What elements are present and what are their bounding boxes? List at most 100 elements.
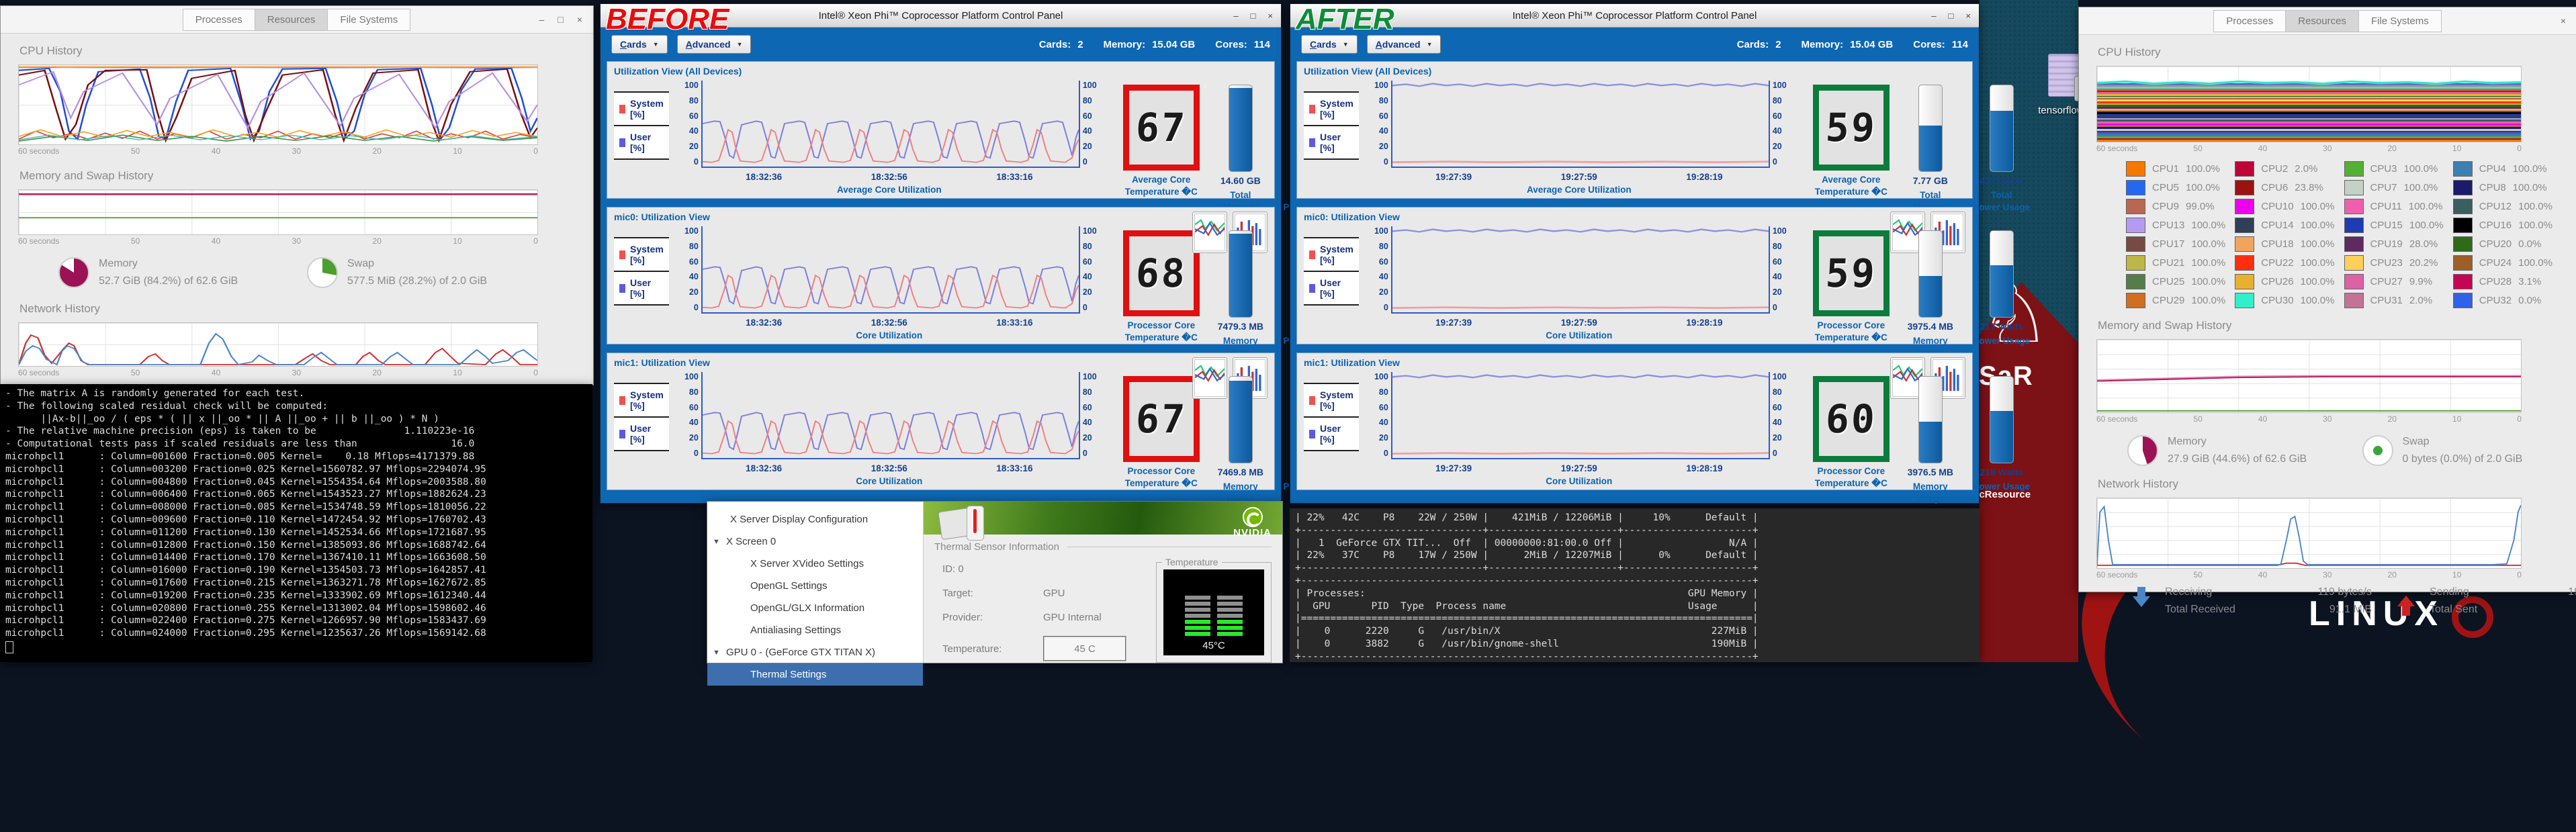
terminal-hpl-output[interactable]: - The matrix A is randomly generated for…: [0, 384, 592, 662]
cpu-band: [2097, 90, 2521, 93]
system-legend-label: System [%]: [630, 98, 664, 120]
maximize-button[interactable]: □: [558, 14, 564, 25]
tab-processes[interactable]: Processes: [182, 8, 255, 31]
temperature-gauge: 67 Processor Core Temperature �C: [1122, 376, 1200, 490]
system-legend-label: System [%]: [1320, 244, 1353, 265]
terminal-line: |=======================================…: [1295, 613, 1759, 625]
close-button[interactable]: ×: [576, 14, 582, 25]
cpu-name: CPU3: [2370, 163, 2397, 175]
power-usage-value: 218 Watts: [1980, 467, 2024, 477]
chart-caption: Core Utilization: [1546, 330, 1613, 340]
nvidia-settings-window: X Server Display Configuration ▼ X Scree…: [707, 501, 1283, 686]
terminal-line: microhpcl1 : Column=008000 Fraction=0.08…: [5, 502, 486, 513]
system-legend-swatch: [619, 396, 625, 405]
sidebar-item[interactable]: X Server XVideo Settings: [707, 553, 923, 575]
utilization-section: Utilization View (All Devices) System [%…: [607, 61, 1340, 224]
cpu-legend-item: CPU8 100.0%: [2452, 180, 2558, 195]
cpu-color-swatch: [2235, 161, 2255, 177]
cpu-percent: 100.0%: [2408, 201, 2443, 212]
expander-icon[interactable]: ▼: [713, 648, 720, 657]
terminal-line: | Processes: GPU Memory |: [1295, 588, 1759, 599]
titlebar[interactable]: Processes Resources File Systems ×: [2079, 7, 2576, 35]
tab-file-systems[interactable]: File Systems: [2358, 9, 2442, 32]
advanced-menu-button[interactable]: Advanced ▼: [676, 35, 752, 54]
total-received-label: Total Received: [2165, 604, 2235, 615]
core-utilization-chart: [701, 226, 1080, 314]
cpu-name: CPU2: [2261, 163, 2289, 175]
cpu-band: [2097, 125, 2521, 128]
minimize-button[interactable]: –: [1233, 10, 1239, 21]
advanced-menu-button[interactable]: Advanced ▼: [1366, 35, 1441, 54]
cpu-name: CPU7: [2370, 182, 2397, 193]
memory-usage-value: 7479.3 MB: [1217, 321, 1264, 332]
receiving-arrow-icon: [2123, 586, 2160, 616]
terminal-nvidia-smi[interactable]: | 22% 42C P8 22W / 250W | 421MiB / 12206…: [1290, 508, 1980, 662]
hpc-resource-desktop-label[interactable]: hpcResource: [1967, 489, 2031, 500]
cpu-legend-item: CPU21 100.0%: [2126, 255, 2231, 271]
core-utilization-chart: [701, 372, 1080, 459]
maximize-button[interactable]: □: [1250, 10, 1256, 21]
expander-icon[interactable]: ▼: [713, 537, 720, 546]
cpu-percent: 100.0%: [2300, 276, 2335, 287]
dropdown-arrow-icon: ▼: [1342, 41, 1349, 48]
core-utilization-chart: [1390, 81, 1770, 168]
tab-resources[interactable]: Resources: [2285, 9, 2359, 32]
tab-processes[interactable]: Processes: [2213, 9, 2286, 32]
network-x-axis: 60 seconds 50 40 30 20 10 0: [2096, 570, 2522, 580]
toolbar: Cards ▼ Advanced ▼ Cards: 2 Memory: 15.04 GB…: [1290, 28, 1979, 61]
sidebar-item[interactable]: X Server Display Configuration: [707, 508, 923, 530]
cpu-name: CPU13: [2152, 220, 2185, 231]
user-legend-swatch: [1309, 283, 1315, 293]
swap-label: Swap: [2402, 436, 2430, 447]
cards-menu-button[interactable]: Cards ▼: [1301, 35, 1358, 54]
sidebar-item[interactable]: OpenGL/GLX Information: [707, 597, 923, 619]
cards-menu-button[interactable]: Cards ▼: [611, 35, 668, 54]
historical-chart-button[interactable]: [1192, 357, 1227, 399]
close-button[interactable]: ×: [1268, 10, 1273, 21]
minimize-button[interactable]: –: [539, 14, 545, 25]
cpu-color-swatch: [2452, 274, 2473, 289]
close-button[interactable]: ×: [2560, 15, 2566, 26]
sidebar-item[interactable]: ▼ X Screen 0: [707, 530, 923, 553]
cpu-percent: 100.0%: [2191, 276, 2226, 287]
minimize-button[interactable]: –: [1931, 10, 1937, 21]
titlebar[interactable]: Intel® Xeon Phi™ Coprocessor Platform Co…: [601, 4, 1281, 28]
cpu-name: CPU15: [2370, 220, 2403, 231]
chart-legend: System [%] User [%]: [614, 91, 669, 160]
power-usage-gauge: 217 Watts Power Usage: [1971, 230, 2032, 347]
sidebar-item[interactable]: Antialiasing Settings: [707, 619, 923, 641]
cpu-legend-item: CPU29 100.0%: [2126, 293, 2231, 308]
sidebar-item[interactable]: Thermal Settings: [707, 663, 923, 686]
maximize-button[interactable]: □: [1948, 10, 1954, 21]
total-received-value: 91.1 MiB: [2329, 604, 2372, 615]
summary-stats: Cards: 2 Memory: 15.04 GB Cores: 114: [1038, 38, 1270, 50]
cpu-name: CPU12: [2479, 201, 2512, 212]
cpu-percent: 100.0%: [2300, 257, 2335, 269]
tab-resources[interactable]: Resources: [254, 8, 328, 31]
cpu-color-swatch: [2344, 199, 2364, 214]
terminal-line: +---------------------------------------…: [1295, 575, 1759, 586]
historical-chart-button[interactable]: [1192, 212, 1227, 253]
user-legend-swatch: [1309, 138, 1315, 147]
y-axis-right: 100 80 60 40 20 0: [1082, 372, 1097, 458]
close-button[interactable]: ×: [1965, 10, 1971, 21]
cpu-history-chart: 100 %80 %60 %40 %20 %0 %: [2096, 66, 2522, 142]
cpu-band: [2097, 107, 2521, 109]
tab-file-systems[interactable]: File Systems: [327, 8, 411, 31]
titlebar[interactable]: Processes Resources File Systems – □ ×: [1, 6, 593, 34]
sidebar-item[interactable]: ▼ GPU 0 - (GeForce GTX TITAN X): [707, 641, 923, 663]
cpu-legend-item: CPU23 20.2%: [2344, 255, 2449, 271]
titlebar[interactable]: Intel® Xeon Phi™ Coprocessor Platform Co…: [1290, 4, 1979, 28]
cpu-percent: 28.0%: [2409, 238, 2438, 250]
nvidia-banner: NVIDIA: [924, 502, 1282, 541]
y-axis-right: 100 80 60 40 20 0: [1082, 81, 1097, 167]
swap-pie-icon: [2362, 435, 2393, 466]
terminal-line: ||Ax-b||_oo / ( eps * ( || x ||_oo * || …: [5, 413, 440, 424]
sidebar-item[interactable]: OpenGL Settings: [707, 575, 923, 597]
cpu-percent: 100.0%: [2186, 182, 2220, 193]
cpu-name: CPU26: [2261, 276, 2294, 287]
seven-segment-display: 67: [1122, 376, 1200, 462]
terminal-line: microhpcl1 : Column=006400 Fraction=0.06…: [5, 489, 486, 500]
memory-pie-icon: [58, 257, 89, 288]
swap-value: 577.5 MiB (28.2%) of 2.0 GiB: [347, 275, 488, 287]
